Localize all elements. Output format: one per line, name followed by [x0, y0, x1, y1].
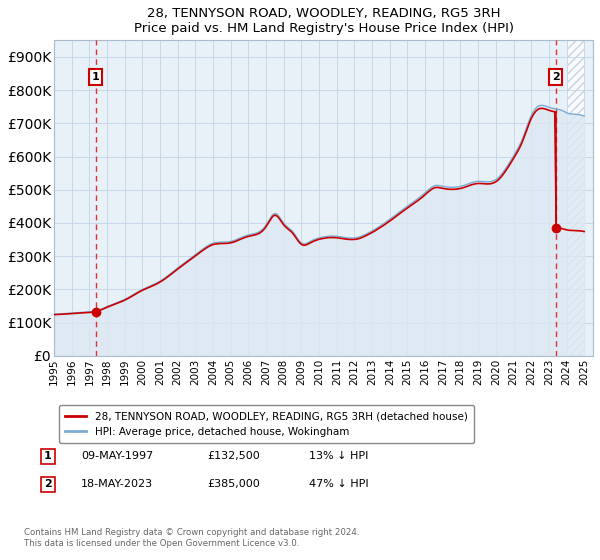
- Text: 18-MAY-2023: 18-MAY-2023: [81, 479, 153, 489]
- Text: 47% ↓ HPI: 47% ↓ HPI: [309, 479, 369, 489]
- Text: £385,000: £385,000: [208, 479, 260, 489]
- Title: 28, TENNYSON ROAD, WOODLEY, READING, RG5 3RH
Price paid vs. HM Land Registry's H: 28, TENNYSON ROAD, WOODLEY, READING, RG5…: [134, 7, 514, 35]
- Text: 1: 1: [44, 451, 52, 461]
- Text: 2: 2: [552, 72, 559, 82]
- Text: 09-MAY-1997: 09-MAY-1997: [81, 451, 153, 461]
- Text: Contains HM Land Registry data © Crown copyright and database right 2024.
This d: Contains HM Land Registry data © Crown c…: [24, 528, 359, 548]
- Legend: 28, TENNYSON ROAD, WOODLEY, READING, RG5 3RH (detached house), HPI: Average pric: 28, TENNYSON ROAD, WOODLEY, READING, RG5…: [59, 405, 474, 443]
- Text: 1: 1: [92, 72, 100, 82]
- Text: 2: 2: [44, 479, 52, 489]
- Text: 13% ↓ HPI: 13% ↓ HPI: [310, 451, 368, 461]
- Text: £132,500: £132,500: [208, 451, 260, 461]
